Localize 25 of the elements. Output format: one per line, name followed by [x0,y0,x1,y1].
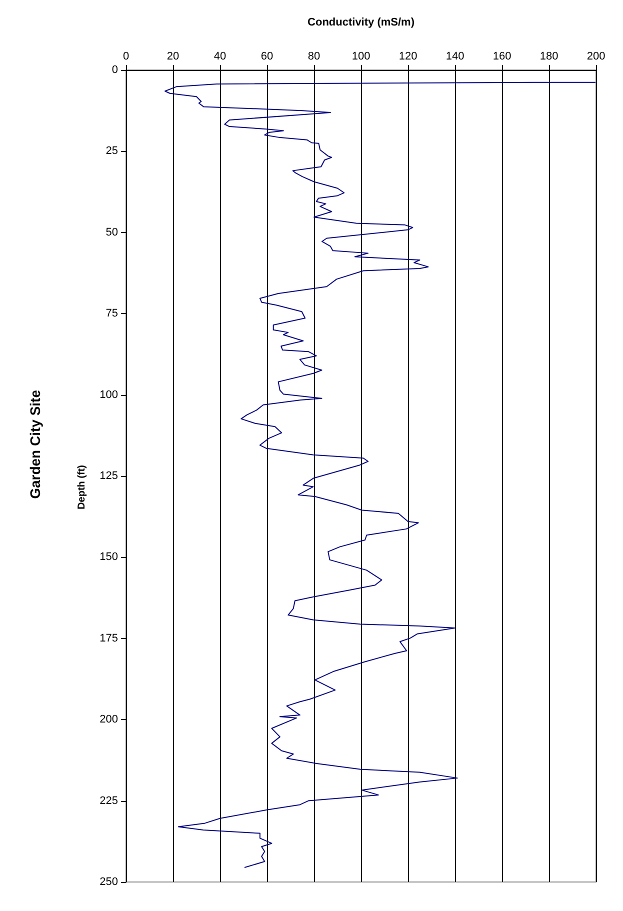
x-tick-label: 60 [260,50,274,62]
x-tick-label: 100 [352,50,370,62]
y-tick-label: 125 [100,470,118,482]
y-tick-label: 100 [100,388,118,401]
y-tick-label: 25 [106,145,118,158]
text: Garden City Site [27,390,43,499]
x-tick-label: 20 [166,50,180,62]
x-axis-title: Conductivity (mS/m) [308,16,415,28]
y-axis-title: Depth (ft) [76,464,88,510]
y-tick-label: 50 [106,226,118,238]
y-tick-label: 0 [112,64,118,76]
x-tick-label: 180 [540,50,558,62]
y-tick-label: 150 [100,551,118,564]
x-tick-label: 120 [398,50,418,62]
y-tick-label: 200 [100,714,118,726]
y-tick-label: 175 [100,632,118,644]
x-tick-label: 140 [446,50,464,62]
y-tick-label: 75 [106,308,118,320]
y-tick-label: 225 [100,794,118,807]
x-tick-label: 200 [586,50,606,62]
x-tick-label: 0 [122,50,130,62]
x-tick-label: 40 [214,50,226,62]
y-tick-label: 250 [100,876,118,888]
x-tick-label: 160 [492,50,512,62]
x-tick-label: 80 [308,50,320,62]
